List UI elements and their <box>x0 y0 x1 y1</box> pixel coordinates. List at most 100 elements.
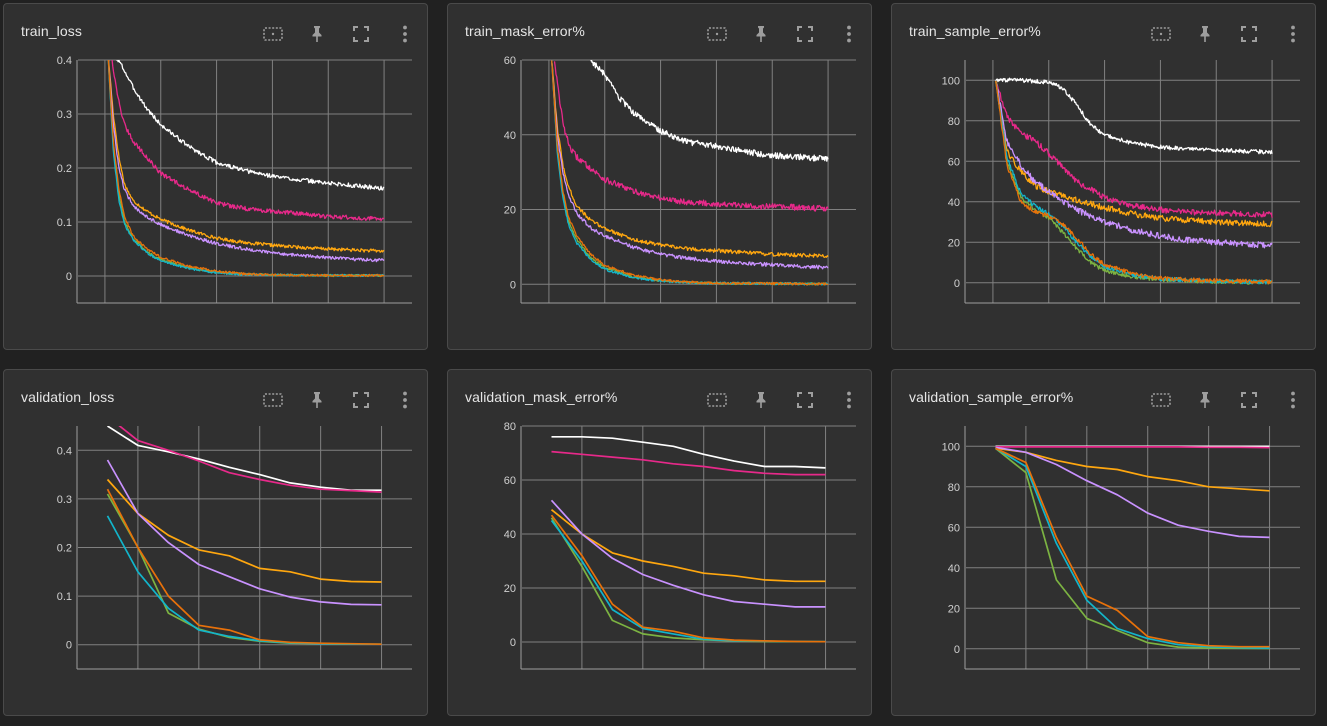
chart-card-train-sample-error: train_sample_error% 0204060801000200k400… <box>891 3 1316 350</box>
card-toolbar <box>705 388 861 412</box>
series-line <box>550 514 826 643</box>
series-line <box>107 60 385 278</box>
card-toolbar <box>261 22 417 46</box>
card-toolbar <box>705 22 861 46</box>
more-vert-icon <box>403 391 407 409</box>
y-tick-label: 40 <box>948 197 960 209</box>
more-options-button[interactable] <box>837 388 861 412</box>
y-tick-label: 100 <box>942 75 960 87</box>
more-options-button[interactable] <box>393 22 417 46</box>
line-chart[interactable]: 0204060801000200k400k600k800k1M <box>892 52 1315 307</box>
more-vert-icon <box>403 25 407 43</box>
fullscreen-button[interactable] <box>1237 22 1261 46</box>
series-line <box>106 493 382 646</box>
pin-icon <box>756 26 766 42</box>
series-line <box>107 426 382 492</box>
more-vert-icon <box>1291 25 1295 43</box>
series-line <box>551 60 829 286</box>
y-tick-label: 40 <box>504 130 516 142</box>
fit-domain-button[interactable] <box>261 388 285 412</box>
pin-button[interactable] <box>305 22 329 46</box>
chart-title: validation_sample_error% <box>909 389 1074 405</box>
card-toolbar <box>261 388 417 412</box>
series-line <box>551 435 826 469</box>
line-chart[interactable]: 020406080100200k400k600k800k1M <box>892 418 1315 673</box>
series-group <box>551 60 829 286</box>
series-line <box>115 60 385 191</box>
pin-button[interactable] <box>1193 388 1217 412</box>
series-line <box>108 60 385 253</box>
series-line <box>995 80 1273 285</box>
fit-domain-icon <box>707 393 727 407</box>
series-group <box>106 426 382 646</box>
pin-icon <box>312 392 322 408</box>
line-chart[interactable]: 020406080200k400k600k800k1M <box>448 418 871 673</box>
fullscreen-button[interactable] <box>349 22 373 46</box>
series-line <box>995 80 1273 285</box>
chart-card-validation-mask-error: validation_mask_error% 020406080200k400k… <box>447 369 872 716</box>
pin-button[interactable] <box>749 22 773 46</box>
series-line <box>551 60 829 270</box>
pin-button[interactable] <box>749 388 773 412</box>
fullscreen-button[interactable] <box>1237 388 1261 412</box>
pin-button[interactable] <box>305 388 329 412</box>
grid-lines <box>78 426 412 669</box>
more-options-button[interactable] <box>1281 388 1305 412</box>
series-group <box>107 60 385 278</box>
y-tick-label: 0 <box>66 271 72 283</box>
line-chart[interactable]: 02040600200k400k600k800k1M <box>448 52 871 307</box>
series-line <box>550 517 826 643</box>
y-tick-label: 40 <box>948 563 960 575</box>
more-options-button[interactable] <box>393 388 417 412</box>
series-group <box>550 435 826 643</box>
line-chart[interactable]: 00.10.20.30.4200k400k600k800k1M <box>4 418 427 673</box>
fullscreen-icon <box>1241 392 1257 408</box>
y-tick-label: 20 <box>948 237 960 249</box>
line-chart[interactable]: 00.10.20.30.40200k400k600k800k1M <box>4 52 427 307</box>
chart-title: validation_loss <box>21 389 115 405</box>
series-line <box>995 447 1270 492</box>
fit-domain-button[interactable] <box>1149 22 1173 46</box>
fullscreen-button[interactable] <box>793 22 817 46</box>
more-options-button[interactable] <box>837 22 861 46</box>
fit-domain-button[interactable] <box>705 388 729 412</box>
y-tick-label: 0.4 <box>57 55 72 67</box>
y-tick-label: 0 <box>510 637 516 649</box>
fit-domain-button[interactable] <box>1149 388 1173 412</box>
series-line <box>995 81 1273 218</box>
series-line <box>995 77 1273 155</box>
series-line <box>106 459 382 606</box>
series-line <box>995 447 1270 649</box>
fullscreen-button[interactable] <box>793 388 817 412</box>
chart-title: train_sample_error% <box>909 23 1041 39</box>
fit-domain-icon <box>263 393 283 407</box>
fullscreen-button[interactable] <box>349 388 373 412</box>
series-line <box>106 478 382 583</box>
y-tick-label: 0.1 <box>57 591 72 603</box>
series-line <box>994 447 1270 650</box>
y-tick-label: 0 <box>954 278 960 290</box>
pin-icon <box>1200 26 1210 42</box>
chart-title: validation_mask_error% <box>465 389 618 405</box>
pin-button[interactable] <box>1193 22 1217 46</box>
fullscreen-icon <box>353 26 369 42</box>
chart-title: train_loss <box>21 23 82 39</box>
y-tick-label: 0 <box>954 644 960 656</box>
series-line <box>551 60 829 286</box>
fit-domain-button[interactable] <box>261 22 285 46</box>
fit-domain-icon <box>263 27 283 41</box>
y-tick-label: 0 <box>66 640 72 652</box>
series-group <box>994 445 1270 650</box>
series-line <box>995 446 1270 539</box>
fit-domain-button[interactable] <box>705 22 729 46</box>
fit-domain-icon <box>1151 27 1171 41</box>
series-line <box>551 60 829 286</box>
pin-icon <box>1200 392 1210 408</box>
more-options-button[interactable] <box>1281 22 1305 46</box>
series-line <box>111 60 385 222</box>
y-tick-label: 60 <box>504 475 516 487</box>
y-tick-label: 20 <box>504 583 516 595</box>
grid-lines <box>966 426 1300 669</box>
fit-domain-icon <box>1151 393 1171 407</box>
pin-icon <box>312 26 322 42</box>
